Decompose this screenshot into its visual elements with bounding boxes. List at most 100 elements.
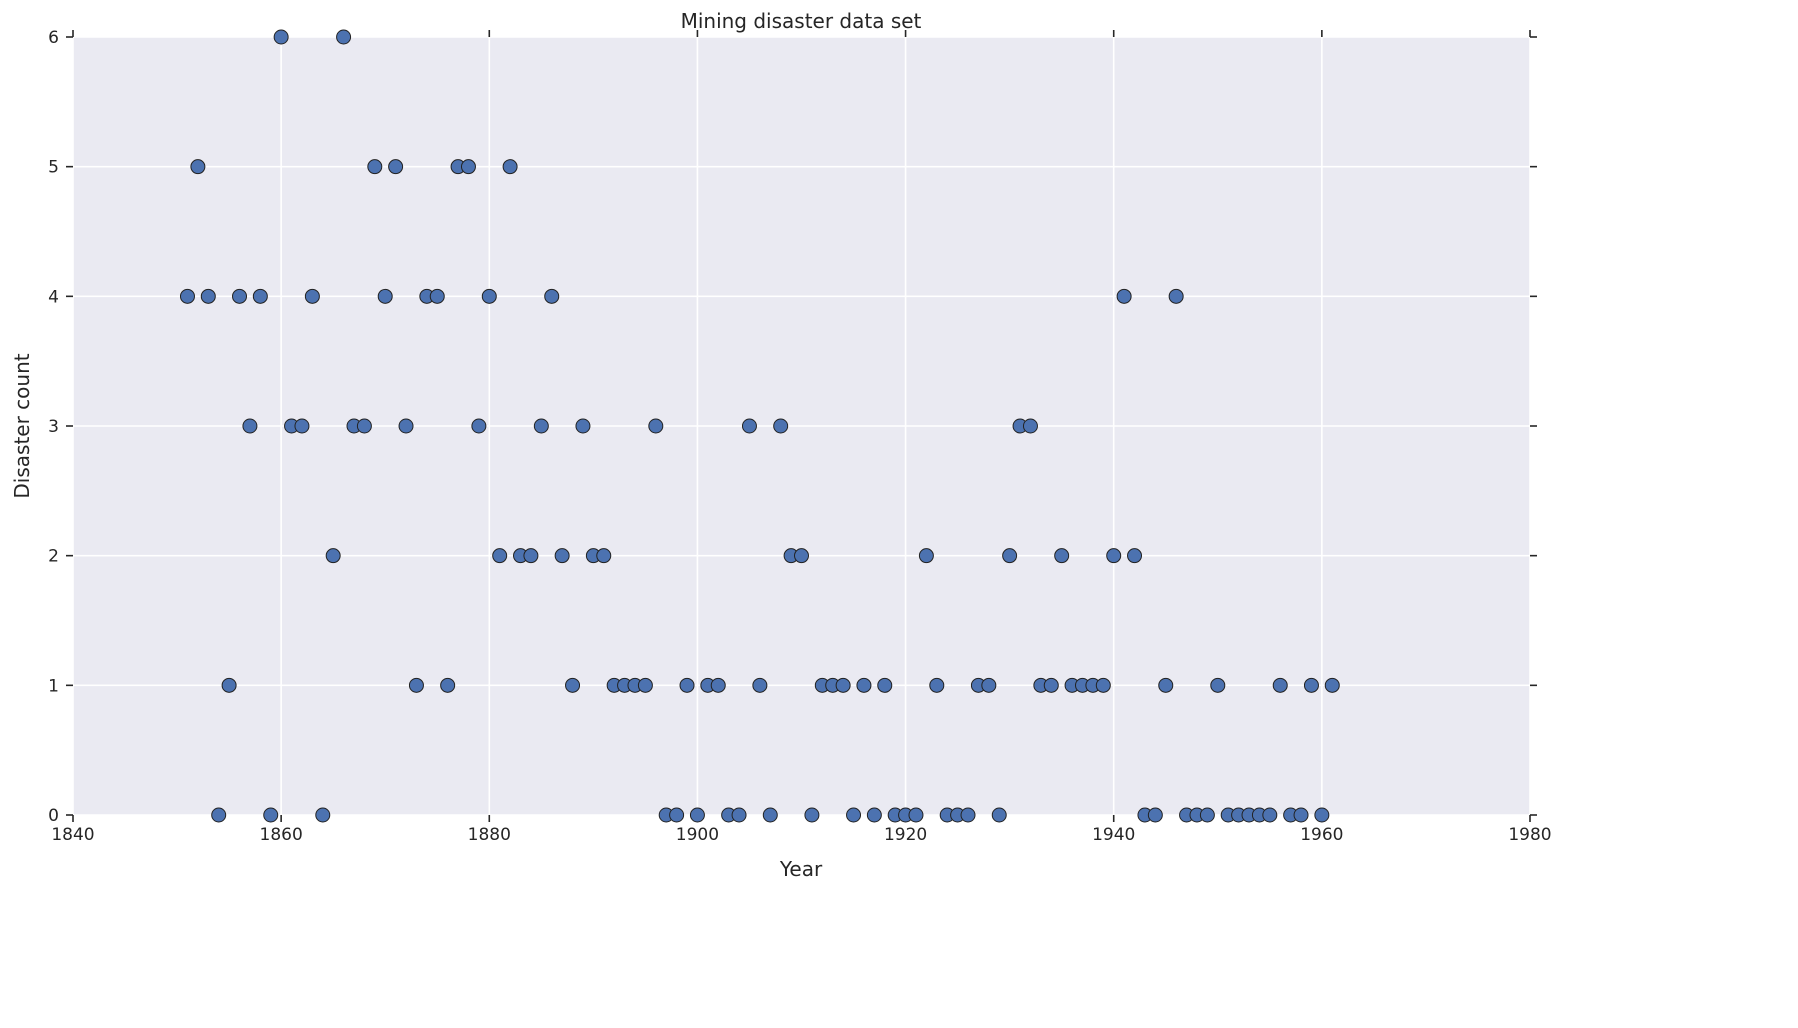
data-point <box>804 807 820 823</box>
data-point <box>356 418 372 434</box>
y-tick-label: 2 <box>48 547 59 567</box>
x-axis-label: Year <box>779 857 823 881</box>
data-point <box>200 288 216 304</box>
data-point <box>908 807 924 823</box>
data-point <box>388 159 404 175</box>
data-point <box>325 548 341 564</box>
data-point <box>773 418 789 434</box>
data-point <box>367 159 383 175</box>
data-point <box>762 807 778 823</box>
data-point <box>252 288 268 304</box>
data-point <box>315 807 331 823</box>
data-point <box>565 677 581 693</box>
y-tick-label: 6 <box>48 28 59 48</box>
data-point <box>523 548 539 564</box>
data-point <box>1043 677 1059 693</box>
data-point <box>846 807 862 823</box>
x-tick-label: 1980 <box>1508 825 1551 845</box>
data-point <box>669 807 685 823</box>
data-point <box>689 807 705 823</box>
data-point <box>492 548 508 564</box>
data-point <box>1314 807 1330 823</box>
data-point <box>554 548 570 564</box>
data-point <box>336 29 352 45</box>
x-tick-label: 1960 <box>1300 825 1343 845</box>
data-point <box>1210 677 1226 693</box>
data-point <box>471 418 487 434</box>
data-point <box>1199 807 1215 823</box>
data-point <box>752 677 768 693</box>
y-axis-label: Disaster count <box>10 353 34 498</box>
x-tick-label: 1920 <box>884 825 927 845</box>
data-points <box>179 29 1340 823</box>
y-tick-label: 3 <box>48 417 59 437</box>
data-point <box>1158 677 1174 693</box>
x-tick-label: 1900 <box>676 825 719 845</box>
data-point <box>981 677 997 693</box>
data-point <box>440 677 456 693</box>
data-point <box>1324 677 1340 693</box>
data-point <box>544 288 560 304</box>
data-point <box>679 677 695 693</box>
data-point <box>533 418 549 434</box>
data-point <box>1095 677 1111 693</box>
data-point <box>877 677 893 693</box>
y-tick-label: 0 <box>48 806 59 826</box>
data-point <box>190 159 206 175</box>
data-point <box>637 677 653 693</box>
data-point <box>460 159 476 175</box>
y-tick-labels: 0 1 2 3 4 5 6 <box>48 28 59 826</box>
data-point <box>1272 677 1288 693</box>
data-point <box>1127 548 1143 564</box>
data-point <box>1303 677 1319 693</box>
data-point <box>710 677 726 693</box>
data-point <box>377 288 393 304</box>
data-point <box>294 418 310 434</box>
data-point <box>741 418 757 434</box>
data-point <box>648 418 664 434</box>
data-point <box>408 677 424 693</box>
data-point <box>304 288 320 304</box>
data-point <box>1168 288 1184 304</box>
data-point <box>856 677 872 693</box>
data-point <box>273 29 289 45</box>
data-point <box>1106 548 1122 564</box>
data-point <box>1293 807 1309 823</box>
data-point <box>835 677 851 693</box>
data-point <box>242 418 258 434</box>
y-tick-label: 1 <box>48 676 59 696</box>
data-point <box>1054 548 1070 564</box>
chart-title: Mining disaster data set <box>681 9 922 33</box>
data-point <box>1022 418 1038 434</box>
data-point <box>596 548 612 564</box>
data-point <box>794 548 809 564</box>
data-point <box>481 288 497 304</box>
data-point <box>398 418 414 434</box>
data-point <box>1147 807 1163 823</box>
data-point <box>263 807 279 823</box>
data-point <box>991 807 1007 823</box>
data-point <box>179 288 195 304</box>
data-point <box>502 159 518 175</box>
data-point <box>221 677 237 693</box>
data-point <box>929 677 945 693</box>
data-point <box>429 288 445 304</box>
data-point <box>1002 548 1018 564</box>
data-point <box>575 418 591 434</box>
x-tick-label: 1940 <box>1092 825 1135 845</box>
data-point <box>918 548 934 564</box>
data-point <box>960 807 976 823</box>
x-tick-label: 1840 <box>51 825 94 845</box>
x-tick-label: 1860 <box>260 825 303 845</box>
x-tick-labels: 1840 1860 1880 1900 1920 1940 1960 1980 <box>51 825 1551 845</box>
data-point <box>232 288 248 304</box>
data-point <box>731 807 747 823</box>
y-tick-label: 4 <box>48 287 59 307</box>
data-point <box>211 807 227 823</box>
y-tick-label: 5 <box>48 158 59 178</box>
x-tick-label: 1880 <box>468 825 511 845</box>
data-point <box>1116 288 1132 304</box>
data-point <box>1262 807 1278 823</box>
data-point <box>866 807 882 823</box>
